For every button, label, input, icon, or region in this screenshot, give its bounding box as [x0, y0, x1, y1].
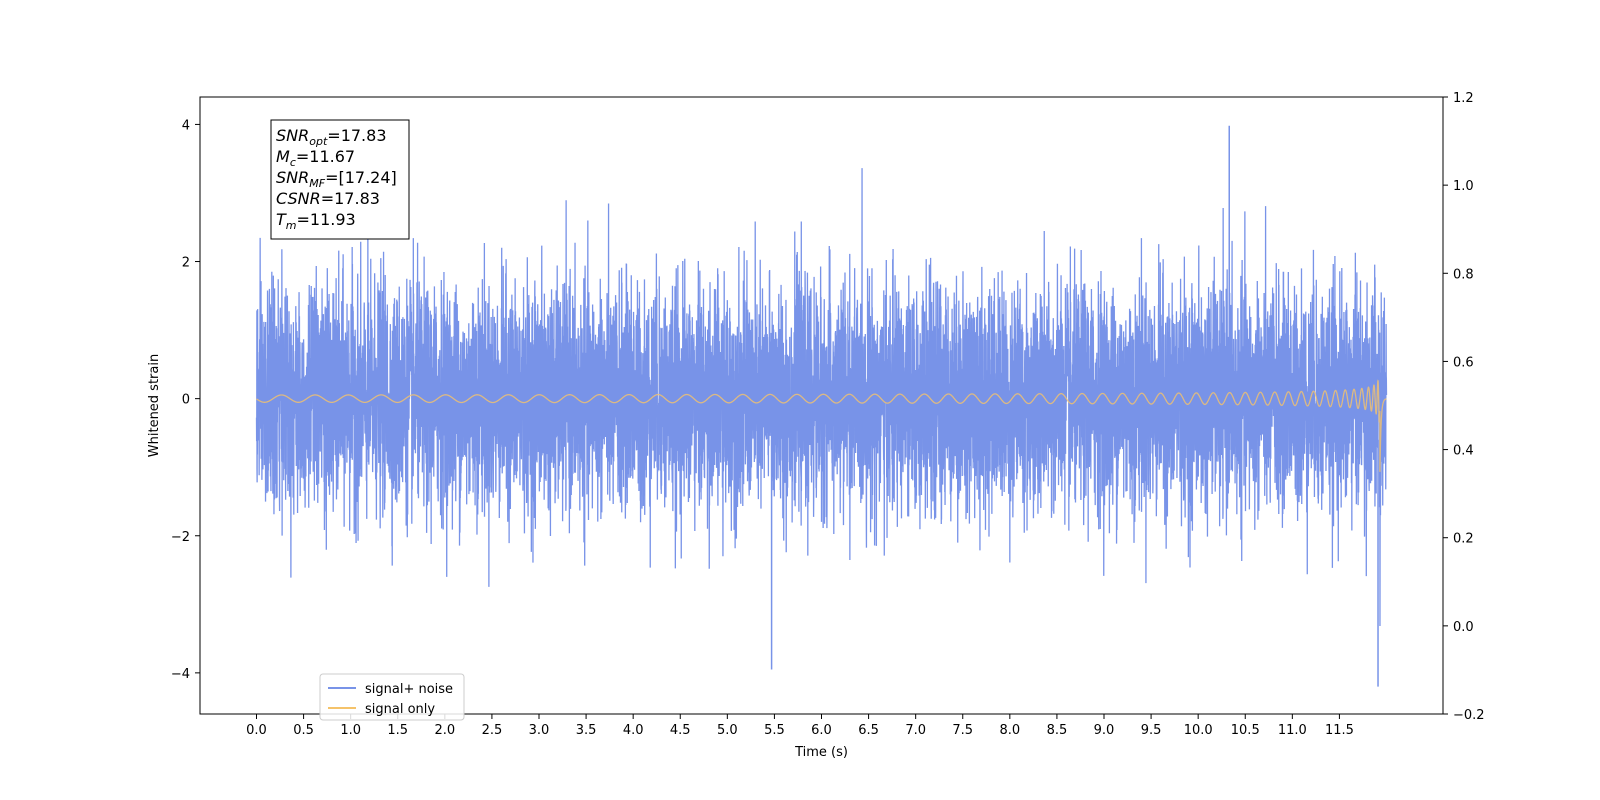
x-axis-label: Time (s)	[794, 745, 848, 760]
annotation-symbol: T	[276, 210, 287, 229]
annotation-symbol: SNR	[276, 126, 309, 145]
annotation-value: =[17.24]	[325, 168, 397, 187]
legend-label: signal+ noise	[365, 682, 453, 697]
x-axis: 0.0 0.5 1.0 1.5 2.0 2.5 3.0 3.5 4.0 4.5 5.0 5.5 6.0 6…	[246, 714, 1354, 738]
x-tick-label: 11.0	[1278, 723, 1307, 738]
y2-tick-label: 0.0	[1453, 620, 1474, 635]
annotation-frame	[270, 119, 410, 240]
annotation-subscript: MF	[309, 177, 325, 190]
x-tick-label: 8.0	[999, 723, 1020, 738]
annotation-line: Mc=11.67	[276, 147, 355, 169]
annotation-line: CSNR=17.83	[276, 189, 380, 208]
series-layer	[255, 125, 1388, 687]
y2-tick-label: 0.4	[1453, 444, 1474, 459]
annotation-symbol: SNR	[276, 168, 309, 187]
annotation-line: SNRMF=[17.24]	[276, 168, 397, 190]
x-tick-label: 0.5	[293, 723, 314, 738]
annotation-value: =17.83	[321, 189, 380, 208]
x-tick-label: 6.5	[858, 723, 879, 738]
x-tick-label: 5.5	[764, 723, 785, 738]
y2-tick-label: 0.2	[1453, 532, 1474, 547]
y-tick-label: 4	[182, 118, 190, 133]
annotation-box: SNRopt=17.83Mc=11.67SNRMF=[17.24]CSNR=17…	[270, 119, 410, 240]
annotation-subscript: c	[290, 156, 296, 169]
y-tick-label: 2	[182, 256, 190, 271]
x-tick-label: 8.5	[1047, 723, 1068, 738]
x-tick-label: 2.0	[434, 723, 455, 738]
x-tick-label: 4.0	[623, 723, 644, 738]
annotation-subscript: opt	[309, 135, 328, 148]
y2-tick-label: 0.8	[1453, 267, 1474, 282]
y2-tick-label: 0.6	[1453, 355, 1474, 370]
series-signal-plus-noise	[255, 168, 1388, 627]
x-tick-label: 11.5	[1325, 723, 1354, 738]
x-tick-label: 10.5	[1231, 723, 1260, 738]
annotation-symbol: CSNR	[276, 189, 321, 208]
x-tick-label: 7.0	[905, 723, 926, 738]
y-tick-label: −4	[171, 667, 190, 682]
y-tick-label: −2	[171, 530, 190, 545]
y-axis: 4 2 0 −2 −4	[171, 118, 200, 682]
annotation-subscript: m	[286, 219, 297, 232]
y2-axis: 1.2 1.0 0.8 0.6 0.4 0.2 0.0 −0.2	[1443, 91, 1485, 723]
legend: signal+ noise signal only	[319, 673, 465, 721]
x-tick-label: 1.5	[387, 723, 408, 738]
annotation-value: =17.83	[327, 126, 386, 145]
x-tick-label: 7.5	[952, 723, 973, 738]
x-tick-label: 5.0	[717, 723, 738, 738]
y2-tick-label: 1.0	[1453, 179, 1474, 194]
annotation-value: =11.67	[296, 147, 355, 166]
y2-tick-label: −0.2	[1453, 708, 1485, 723]
y-axis-label: Whitened strain	[147, 354, 162, 457]
x-tick-label: 3.0	[529, 723, 550, 738]
y2-tick-label: 1.2	[1453, 91, 1474, 106]
annotation-line: Tm=11.93	[276, 210, 356, 232]
x-tick-label: 10.0	[1184, 723, 1213, 738]
y-tick-label: 0	[182, 393, 190, 408]
x-tick-label: 4.5	[670, 723, 691, 738]
x-tick-label: 2.5	[482, 723, 503, 738]
series-signal-only	[256, 379, 1387, 472]
legend-label: signal only	[365, 702, 435, 717]
x-tick-label: 9.5	[1141, 723, 1162, 738]
x-tick-label: 0.0	[246, 723, 267, 738]
annotation-line: SNRopt=17.83	[276, 126, 387, 148]
x-tick-label: 1.0	[340, 723, 361, 738]
annotation-value: =11.93	[297, 210, 356, 229]
x-tick-label: 6.0	[811, 723, 832, 738]
x-tick-label: 3.5	[576, 723, 597, 738]
annotation-symbol: M	[276, 147, 290, 166]
x-tick-label: 9.0	[1094, 723, 1115, 738]
